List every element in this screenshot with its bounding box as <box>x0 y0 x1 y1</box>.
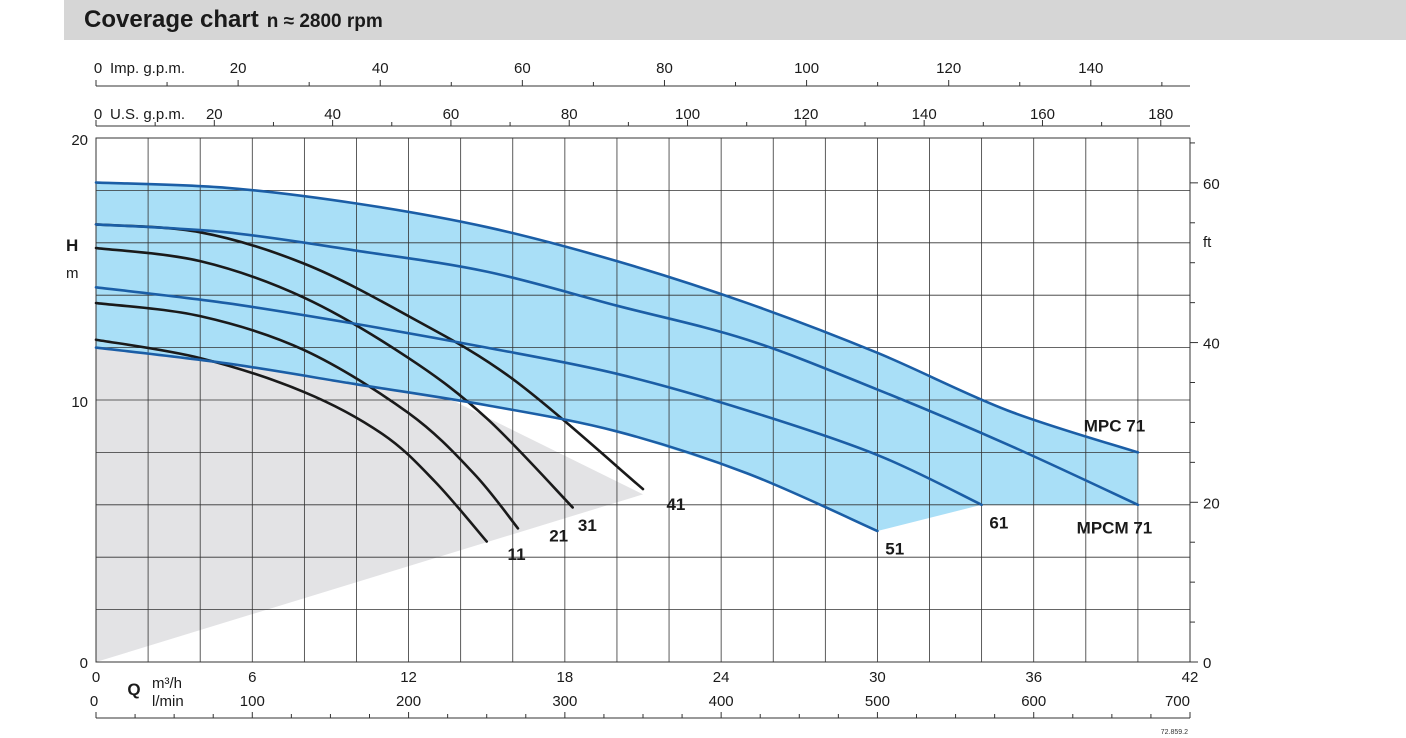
x-tick-label-lmin: 500 <box>865 693 890 710</box>
x-tick-label-impgpm: 20 <box>230 60 247 77</box>
header-bar: Coverage chart n ≈ 2800 rpm <box>64 0 1406 40</box>
curve-11 <box>94 338 489 543</box>
y-tick-label-m: 0 <box>80 655 88 672</box>
x-tick-label-impgpm: 140 <box>1078 60 1103 77</box>
curve-21 <box>94 301 520 530</box>
x-axis-unit-usgpm: U.S. g.p.m. <box>110 106 185 123</box>
curve-31 <box>94 246 574 509</box>
y-axis-unit-m: m <box>66 265 79 282</box>
curve-61 <box>94 286 983 507</box>
y-tick-label-ft: 0 <box>1203 655 1211 672</box>
x-tick-label-usgpm: 180 <box>1148 106 1173 123</box>
x-tick-label-m3h: 18 <box>557 669 574 686</box>
x-tick-label-m3h: 36 <box>1025 669 1042 686</box>
x-tick-label-m3h: 42 <box>1182 669 1199 686</box>
curve-label-61: 61 <box>989 513 1008 532</box>
curve-41 <box>94 223 645 491</box>
x-tick-label-lmin: 700 <box>1165 693 1190 710</box>
x-tick-label-lmin: 600 <box>1021 693 1046 710</box>
curve-mpc-71 <box>94 181 1140 454</box>
x-tick-label-usgpm: 100 <box>675 106 700 123</box>
curve-label-mpcm-71: MPCM 71 <box>1077 519 1153 538</box>
y-tick-label-m: 20 <box>71 132 88 149</box>
curve-labels: 11 21 31 41 51 61 MPC 71 MPCM 71 72.859.2 <box>489 416 1189 736</box>
x-tick-label-usgpm: 20 <box>206 106 223 123</box>
plot-frame <box>95 137 1191 663</box>
x-axis-unit-impgpm: Imp. g.p.m. <box>110 60 185 77</box>
x-tick-label-usgpm: 120 <box>793 106 818 123</box>
x-axis-unit-lmin: l/min <box>152 693 184 710</box>
leader-41 <box>645 493 659 499</box>
x-tick-label-impgpm: 40 <box>372 60 389 77</box>
x-tick-label-impgpm: 0 <box>94 60 102 77</box>
curve-label-51: 51 <box>885 540 904 559</box>
x-tick-label-usgpm: 80 <box>561 106 578 123</box>
x-tick-label-m3h: 0 <box>92 669 100 686</box>
chart-subtitle: n ≈ 2800 rpm <box>266 11 383 32</box>
curve-label-mpc-71: MPC 71 <box>1084 416 1145 435</box>
x-tick-label-usgpm: 0 <box>94 106 102 123</box>
x-tick-label-lmin: 200 <box>396 693 421 710</box>
x-tick-label-impgpm: 120 <box>936 60 961 77</box>
x-tick-label-m3h: 12 <box>400 669 417 686</box>
x-tick-label-m3h: 24 <box>713 669 730 686</box>
leader-21 <box>520 532 534 536</box>
y-tick-label-ft: 60 <box>1203 176 1220 193</box>
x-tick-label-usgpm: 60 <box>443 106 460 123</box>
x-tick-label-usgpm: 40 <box>324 106 341 123</box>
y-tick-label-m: 10 <box>71 394 88 411</box>
pump-curves <box>94 181 1140 543</box>
x-tick-label-m3h: 30 <box>869 669 886 686</box>
x-tick-label-impgpm: 80 <box>656 60 673 77</box>
x-tick-label-impgpm: 60 <box>514 60 531 77</box>
curve-label-41: 41 <box>666 495 685 514</box>
x-tick-label-impgpm: 100 <box>794 60 819 77</box>
x-axis-unit-m3h: m³/h <box>152 675 182 692</box>
y-tick-label-ft: 40 <box>1203 336 1220 353</box>
x-tick-label-lmin: 0 <box>90 693 98 710</box>
curve-label-21: 21 <box>549 526 568 545</box>
curve-label-31: 31 <box>578 516 597 535</box>
x-tick-label-usgpm: 160 <box>1030 106 1055 123</box>
x-axis-label-q: Q <box>127 680 140 699</box>
x-tick-label-lmin: 400 <box>709 693 734 710</box>
x-tick-label-usgpm: 140 <box>912 106 937 123</box>
x-tick-label-lmin: 100 <box>240 693 265 710</box>
y-axis-unit-ft: ft <box>1203 234 1212 251</box>
x-tick-label-m3h: 6 <box>248 669 256 686</box>
y-axis-label-h: H <box>66 236 78 255</box>
leader-11 <box>489 545 500 551</box>
chart-title: Coverage chart <box>84 6 259 33</box>
chart-title-block: Coverage chart n ≈ 2800 rpm <box>84 6 383 34</box>
x-tick-label-lmin: 300 <box>552 693 577 710</box>
chart-grid <box>95 137 1191 663</box>
reference-code: 72.859.2 <box>1161 729 1188 736</box>
curve-label-11: 11 <box>508 545 526 564</box>
curve-51 <box>94 346 879 533</box>
curve-mpcm-71 <box>94 223 1140 507</box>
y-tick-label-ft: 20 <box>1203 495 1220 512</box>
